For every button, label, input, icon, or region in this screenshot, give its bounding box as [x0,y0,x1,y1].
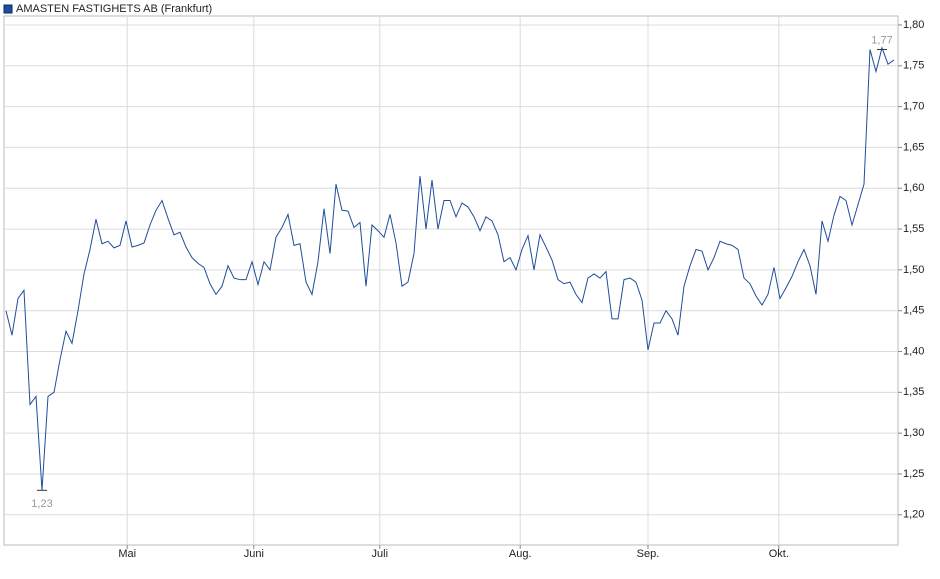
y-tick-label: 1,75 [903,60,924,72]
x-tick-label: Sep. [637,548,660,560]
x-tick-label: Mai [118,548,136,560]
x-tick-label: Juli [372,548,389,560]
y-tick-label: 1,50 [903,264,924,276]
y-tick-label: 1,30 [903,427,924,439]
price-line [5,46,895,491]
y-tick-label: 1,20 [903,509,924,521]
x-tick-label: Aug. [509,548,532,560]
y-tick-label: 1,40 [903,345,924,357]
x-tick-label: Okt. [769,548,789,560]
y-tick-label: 1,55 [903,223,924,235]
y-tick-label: 1,65 [903,141,924,153]
y-tick-label: 1,25 [903,468,924,480]
y-tick-label: 1,70 [903,101,924,113]
x-tick-label: Juni [244,548,264,560]
plot-frame [3,15,899,546]
y-tick-label: 1,35 [903,386,924,398]
chart-title: AMASTEN FASTIGHETS AB (Frankfurt) [16,3,212,15]
extreme-label: 1,77 [871,34,892,46]
y-tick-label: 1,45 [903,305,924,317]
y-tick-label: 1,80 [903,19,924,31]
y-tick-label: 1,60 [903,182,924,194]
extreme-label: 1,23 [31,498,52,510]
legend-swatch [3,4,13,14]
